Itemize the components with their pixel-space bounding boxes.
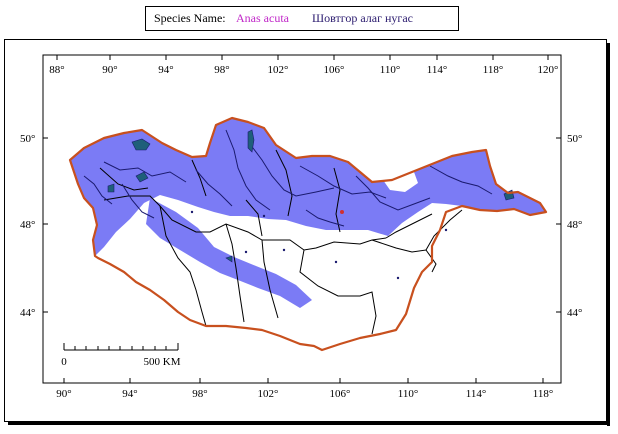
lon-label-top-94: 94° [158,64,173,76]
province-boundary [159,205,207,327]
river [103,161,187,183]
river [195,169,233,207]
lon-label-bottom-114: 114° [466,388,487,400]
lon-label-top-118: 118° [483,64,504,76]
capital-dot [340,210,344,214]
rivers [83,129,493,227]
lon-label-bottom-98: 98° [192,388,207,400]
lon-label-top-102: 102° [268,64,289,76]
river [225,129,271,211]
lakes [107,129,515,263]
province-boundary [245,199,263,237]
graticule-ticks [43,55,561,383]
lake-khyargas [135,171,149,183]
lon-label-top-120: 120° [538,64,559,76]
frame-shadow-right [607,43,610,426]
lake-small [225,255,233,263]
lat-label-left-48: 48° [20,219,35,231]
scale-bar-start-label: 0 [61,356,67,368]
province-boundaries [99,149,463,335]
national-border [68,116,548,352]
settlement-dot [262,214,266,218]
lake-achit [107,183,115,193]
lon-label-top-98: 98° [214,64,229,76]
river [355,175,431,211]
province-boundary [99,167,149,191]
river [83,175,113,205]
province-boundary [425,209,463,251]
lon-label-top-114: 114° [427,64,448,76]
lat-label-left-44: 44° [20,307,35,319]
range-main-band [70,118,546,256]
river [305,209,345,227]
river [121,183,155,219]
species-name-label: Species Name: [154,11,226,25]
settlement-dot [244,250,248,254]
lon-label-top-106: 106° [324,64,345,76]
lon-label-bottom-106: 106° [330,388,351,400]
settlement-dot [396,276,400,280]
settlement-dot [444,228,448,232]
lon-label-top-90: 90° [102,64,117,76]
province-boundary [191,159,207,197]
settlement-dot [190,210,194,214]
bottom-longitude-labels: 90° 94° 98° 102° 106° 110° 114° 118° [56,388,553,400]
scale-bar: 0 500 KM [61,343,181,368]
top-longitude-labels: 88° 90° 94° 98° 102° 106° 110° 114° 118°… [49,64,558,76]
province-boundary [103,195,387,251]
lake-khovsgol [247,129,255,153]
province-boundary [225,223,245,323]
map-frame [4,39,607,422]
map-inner-border [42,54,562,384]
river [249,143,335,197]
settlement-dot [334,260,338,264]
lon-label-bottom-90: 90° [56,388,71,400]
frame-shadow-bottom [8,422,610,425]
lon-label-top-110: 110° [380,64,401,76]
lon-label-bottom-102: 102° [258,388,279,400]
lon-label-bottom-118: 118° [533,388,554,400]
settlement-dot [282,248,286,252]
province-boundary [275,149,293,217]
lat-label-right-44: 44° [567,307,582,319]
scale-bar-end-label: 500 KM [144,356,181,368]
province-boundary [385,213,433,239]
lat-label-left-50: 50° [20,133,35,145]
lon-label-bottom-94: 94° [122,388,137,400]
left-latitude-labels: 50° 48° 44° [20,133,35,319]
lon-label-top-88: 88° [49,64,64,76]
species-local-name: Шовтгор алаг нугас [312,11,414,25]
range-gap [383,172,418,192]
lon-label-bottom-110: 110° [398,388,419,400]
right-latitude-labels: 50° 48° 44° [567,133,582,319]
scale-bar-ticks [63,343,179,350]
species-range [70,118,546,308]
province-boundary [371,239,437,273]
settlements [190,210,448,280]
province-boundary [333,167,341,233]
river [429,165,493,195]
province-boundary [261,239,279,319]
lat-label-right-48: 48° [567,219,582,231]
lake-uvs [131,138,151,151]
lat-label-right-50: 50° [567,133,582,145]
province-boundary [299,249,377,335]
species-latin-name: Anas acuta [236,11,289,25]
range-southern-spur [146,198,312,308]
species-name-box: Species Name: Anas acuta Шовтгор алаг ну… [145,6,459,31]
